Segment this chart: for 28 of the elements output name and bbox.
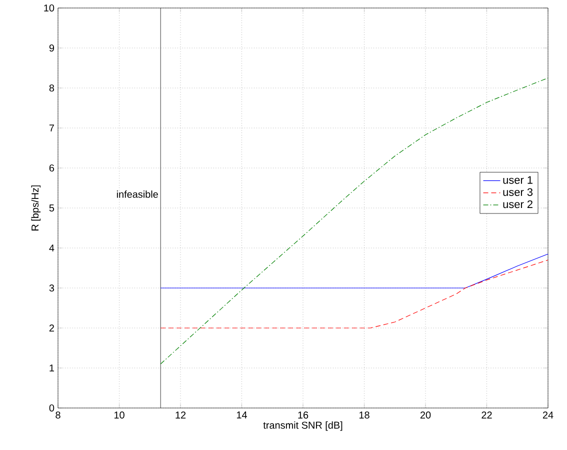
y-tick-label: 2 [49, 324, 54, 332]
x-tick-label: 12 [176, 412, 186, 418]
legend-label: user 1 [503, 176, 532, 184]
x-tick-label: 18 [359, 412, 370, 419]
y-tick-label: 5 [49, 204, 54, 212]
y-tick-label: 9 [49, 44, 54, 52]
x-tick-label: 22 [482, 412, 492, 418]
y-tick-label: 3 [49, 284, 54, 292]
line-series [160, 78, 548, 364]
y-tick-label: 1 [50, 364, 54, 372]
y-tick-label: 0 [49, 404, 54, 412]
x-axis-title: transmit SNR [dB] [263, 421, 342, 431]
y-tick-label: 4 [49, 244, 54, 252]
x-tick-label: 14 [236, 412, 247, 418]
x-tick-label: 16 [298, 412, 308, 419]
legend-label: user 2 [503, 200, 532, 208]
ref-line-label: infeasible [116, 190, 158, 198]
x-tick-label: 24 [542, 412, 554, 418]
legend-label: user 3 [503, 188, 533, 196]
y-tick-label: 6 [49, 164, 54, 172]
y-tick-label: 7 [49, 124, 54, 132]
y-tick-label: 10 [44, 4, 54, 12]
y-tick-label: 8 [49, 84, 54, 92]
y-axis-title: R [bps/Hz] [31, 185, 41, 230]
x-tick-label: 10 [114, 412, 124, 419]
x-tick-label: 20 [420, 412, 431, 419]
x-tick-label: 8 [56, 412, 60, 419]
line-series [160, 254, 548, 288]
